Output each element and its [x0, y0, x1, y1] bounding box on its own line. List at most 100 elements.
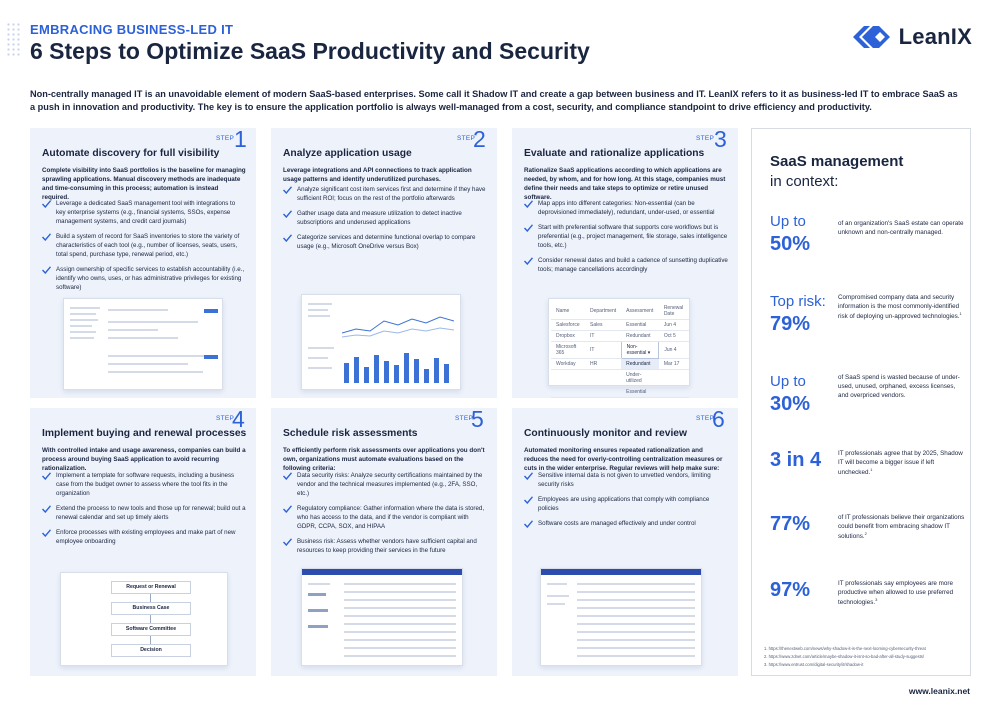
bullet-item: Software costs are managed effectively a… [524, 520, 728, 529]
saas-context-panel: SaaS management in context: Up to 50% of… [751, 128, 971, 676]
stat-description: Compromised company data and security in… [838, 294, 962, 321]
step-label: STEP [696, 135, 715, 142]
panel-subtitle: in context: [770, 173, 839, 190]
step-label: STEP [216, 135, 235, 142]
step-lead: Complete visibility into SaaS portfolios… [42, 167, 246, 202]
flow-step: Decision [111, 644, 191, 657]
bullet-item: Regulatory compliance: Gather informatio… [283, 505, 487, 532]
check-icon [524, 257, 533, 265]
bullet-item: Enforce processes with existing employee… [42, 529, 246, 547]
bullet-item: Start with preferential software that su… [524, 224, 728, 251]
dropdown-option[interactable]: Under-utilized [621, 369, 659, 387]
bullet-item: Data security risks: Analyze security ce… [283, 472, 487, 499]
leanix-logo-text: LeanIX [898, 24, 972, 49]
step-title: Implement buying and renewal processes [42, 428, 247, 439]
stat-value: 3 in 4 [770, 449, 822, 471]
check-icon [42, 233, 51, 241]
stat-prefix: Top risk: [770, 293, 826, 310]
step-bullets: Implement a template for software reques… [42, 472, 246, 553]
bullet-item: Business risk: Assess whether vendors ha… [283, 538, 487, 556]
check-icon [524, 200, 533, 208]
bullet-item: Sensitive internal data is not given to … [524, 472, 728, 490]
footnote-link[interactable]: 1. https://thenextweb.com/news/why-shado… [764, 646, 926, 651]
flow-step: Request or Renewal [111, 581, 191, 594]
step-title: Schedule risk assessments [283, 428, 418, 439]
bullet-item: Map apps into different categories: Non-… [524, 200, 728, 218]
check-icon [283, 472, 292, 480]
step-card-5: STEP 5 Schedule risk assessments To effi… [271, 408, 497, 676]
check-icon [283, 505, 292, 513]
step-number: 4 [232, 406, 245, 432]
check-icon [42, 529, 51, 537]
page-kicker: EMBRACING BUSINESS-LED IT [30, 22, 234, 37]
step-number: 6 [712, 406, 725, 432]
table-header: Assessment [621, 303, 659, 320]
table-row: Microsoft 365 IT Non-essential ▾ Jun 4 [551, 341, 689, 359]
leanix-logo-icon [852, 26, 890, 48]
stat-value: 50% [770, 233, 811, 255]
step-lead: To efficiently perform risk assessments … [283, 447, 485, 473]
step-title: Automate discovery for full visibility [42, 148, 220, 159]
bullet-item: Implement a template for software reques… [42, 472, 246, 499]
assessment-table: Name Department Assessment Renewal Date … [551, 303, 689, 398]
check-icon [283, 234, 292, 242]
check-icon [283, 210, 292, 218]
step-label: STEP [216, 415, 235, 422]
screenshot-risk [301, 568, 463, 666]
check-icon [524, 496, 533, 504]
dropdown-option[interactable]: Essential [621, 386, 659, 398]
check-icon [42, 266, 51, 274]
stat-prefix: Up to [770, 373, 806, 390]
step-bullets: Sensitive internal data is not given to … [524, 472, 728, 535]
bullet-item: Build a system of record for SaaS invent… [42, 233, 246, 260]
step-bullets: Data security risks: Analyze security ce… [283, 472, 487, 562]
bullet-item: Gather usage data and measure utilizatio… [283, 210, 487, 228]
footnotes: 1. https://thenextweb.com/news/why-shado… [764, 645, 926, 669]
stat-prefix: Up to [770, 213, 806, 230]
bullet-item: Analyze significant cost item services f… [283, 186, 487, 204]
bullet-item: Assign ownership of specific services to… [42, 266, 246, 293]
stat-value: 30% [770, 393, 811, 415]
page-title: 6 Steps to Optimize SaaS Productivity an… [30, 38, 590, 64]
panel-title: SaaS management [770, 153, 904, 170]
footnote-link[interactable]: 3. https://www.entrust.com/digital-secur… [764, 661, 864, 667]
table-header: Renewal Date [658, 303, 689, 320]
step-bullets: Analyze significant cost item services f… [283, 186, 487, 258]
flow-step: Software Committee [111, 623, 191, 636]
step-number: 2 [473, 126, 486, 152]
stat-description: of SaaS spend is wasted because of under… [838, 374, 960, 400]
screenshot-monitor [540, 568, 702, 666]
screenshot-inventory [63, 298, 223, 390]
step-title: Evaluate and rationalize applications [524, 148, 705, 159]
table-header: Department [584, 303, 622, 320]
check-icon [524, 224, 533, 232]
step-bullets: Map apps into different categories: Non-… [524, 200, 728, 281]
check-icon [42, 472, 51, 480]
check-icon [524, 472, 533, 480]
check-icon [524, 520, 533, 528]
stat-value: 77% [770, 513, 811, 535]
check-icon [42, 505, 51, 513]
check-icon [283, 186, 292, 194]
step-label: STEP [455, 415, 474, 422]
bullet-item: Extend the process to new tools and thos… [42, 505, 246, 523]
step-card-1: STEP 1 Automate discovery for full visib… [30, 128, 256, 398]
screenshot-usage [301, 294, 461, 390]
table-row: Workday HR Redundant Mar 17 [551, 358, 689, 370]
decorative-dot-grid [6, 22, 22, 58]
step-lead: Automated monitoring ensures repeated ra… [524, 447, 723, 473]
assessment-select[interactable]: Non-essential ▾ [620, 341, 660, 359]
table-row: Dropbox IT Redundant Oct 5 [551, 330, 689, 342]
step-card-6: STEP 6 Continuously monitor and review A… [512, 408, 738, 676]
step-card-4: STEP 4 Implement buying and renewal proc… [30, 408, 256, 676]
table-header: Name [551, 303, 585, 320]
step-lead: With controlled intake and usage awarene… [42, 447, 246, 473]
usage-line-chart [342, 316, 454, 338]
step-lead: Leverage integrations and API connection… [283, 167, 472, 184]
leanix-logo: LeanIX [852, 24, 972, 50]
process-flowchart: Request or Renewal Business Case Softwar… [60, 572, 228, 666]
step-title: Analyze application usage [283, 148, 412, 159]
footnote-link[interactable]: 2. https://www.zdnet.com/article/maybe-s… [764, 653, 925, 659]
stat-description: IT professionals agree that by 2025, Sha… [838, 450, 963, 477]
website-link[interactable]: www.leanix.net [908, 686, 970, 696]
